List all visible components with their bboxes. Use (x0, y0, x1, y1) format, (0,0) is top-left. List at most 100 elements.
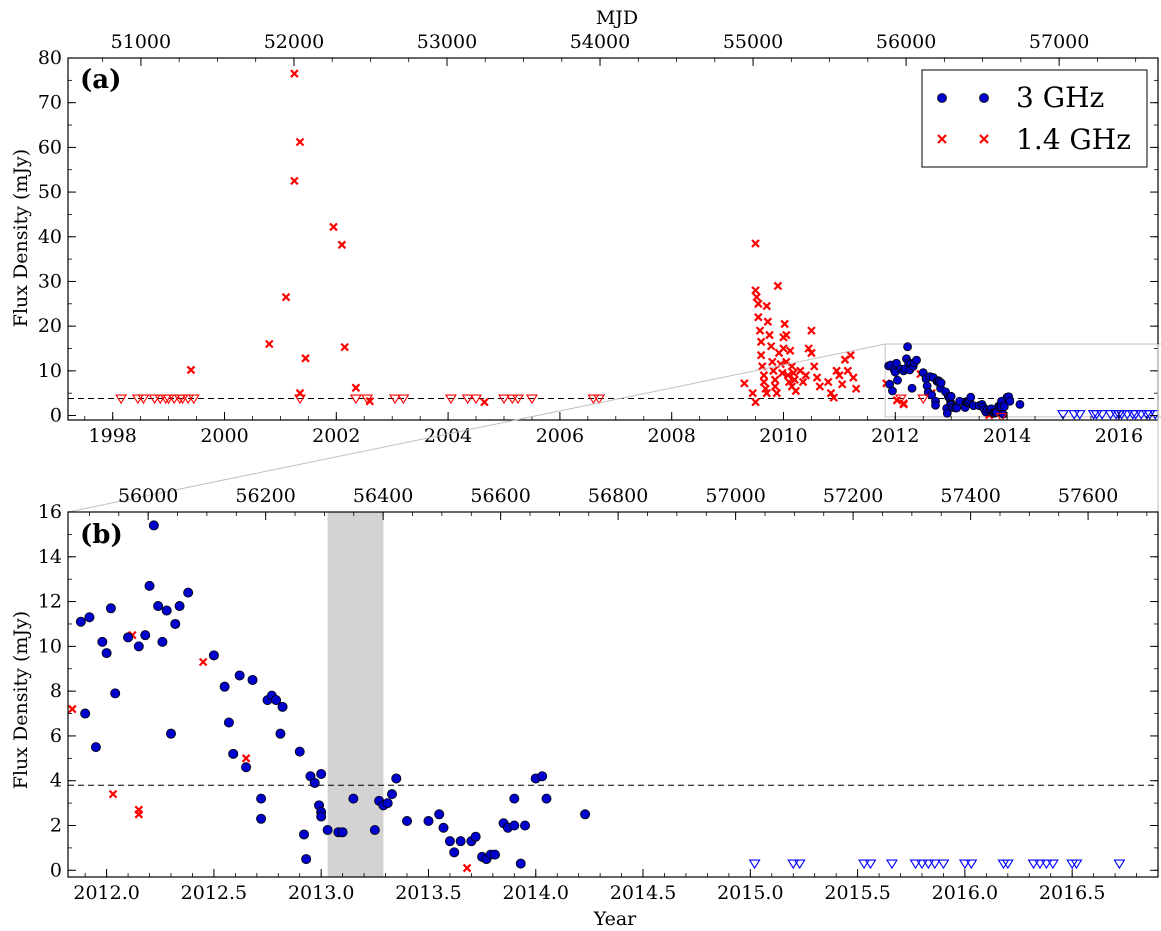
1-4-ghz-point (785, 346, 795, 356)
1-4-ghz-upper-limits-point (461, 394, 474, 405)
x-tick-label: 1998 (89, 425, 137, 447)
y-tick-label: 14 (38, 546, 62, 568)
3-ghz-point (316, 768, 327, 779)
legend-14ghz-label: 1.4 GHz (1016, 123, 1131, 156)
3-ghz-point (322, 824, 333, 835)
y-tick-label: 0 (50, 859, 62, 881)
3-ghz-point (936, 378, 946, 388)
1-4-ghz-upper-limits-point (894, 394, 907, 405)
3-ghz-upper-limits-point (1096, 410, 1109, 420)
upper-limit-3ghz (915, 859, 928, 870)
3-ghz-point (299, 829, 310, 840)
x-tick-label: 2016.5 (1039, 882, 1105, 904)
x-tick-label: 2012.0 (73, 882, 139, 904)
panel-a-ylabel: Flux Density (mJy) (10, 149, 32, 327)
1-4-ghz-point (851, 384, 861, 393)
1-4-ghz-upper-limits-point (397, 394, 410, 405)
x-tick-label: 2012 (871, 425, 919, 447)
1-4-ghz-point (751, 239, 760, 248)
3-ghz-point (101, 648, 112, 659)
legend-3ghz-label: 3 GHz (1016, 81, 1104, 114)
1-4-ghz-point (815, 382, 825, 391)
1-4-ghz-point (763, 317, 773, 326)
3-ghz-point (148, 520, 159, 531)
panel-a-letter: (a) (80, 65, 121, 95)
1-4-ghz-point (295, 388, 305, 398)
top-tick-label: 54000 (570, 31, 630, 53)
3-ghz-point (256, 793, 267, 804)
3-ghz-point (449, 847, 460, 858)
upper-limit-3ghz (793, 859, 806, 870)
3-ghz-point (97, 636, 108, 647)
x-tick-label: 2000 (200, 425, 248, 447)
1-4-ghz-point (759, 371, 769, 380)
1-4-ghz-point (783, 371, 793, 380)
1-4-ghz-point (768, 357, 777, 367)
1-4-ghz-point (826, 388, 836, 398)
x-tick-label: 2014.0 (503, 882, 569, 904)
upper-limit-3ghz (1033, 859, 1046, 870)
upper-limit-3ghz (1113, 859, 1126, 870)
1-4-ghz-point (837, 379, 847, 389)
shaded-region (327, 512, 384, 877)
1-4-ghz-point (770, 375, 780, 385)
3-ghz-point (892, 358, 901, 368)
3-ghz-point (423, 816, 434, 827)
x-tick-label: 2014 (983, 425, 1031, 447)
1-4-ghz-upper-limits-point (995, 412, 1008, 420)
upper-limit-3ghz (909, 859, 922, 870)
3-ghz-point (903, 342, 912, 352)
1-4-ghz-point (770, 382, 780, 391)
y-tick-label: 12 (38, 591, 62, 613)
1-4-ghz-point (790, 375, 799, 385)
3-ghz-point (90, 742, 101, 753)
y-tick-label: 20 (38, 315, 62, 337)
y-tick-label: 4 (50, 770, 62, 792)
1-4-ghz-point (801, 371, 811, 380)
1-4-ghz-point (756, 337, 766, 347)
3-ghz-point (912, 355, 921, 365)
1-4-ghz-point (807, 348, 816, 358)
3-ghz-point (223, 717, 234, 728)
top-tick-label: 56000 (118, 485, 178, 507)
3-ghz-upper-limits-point (1073, 410, 1086, 420)
1-4-ghz-point (766, 341, 776, 351)
3-ghz-point (907, 383, 917, 393)
1-4-ghz-upper-limits-point (444, 394, 457, 405)
3-ghz-point (470, 831, 481, 842)
top-tick-label: 57600 (1058, 485, 1118, 507)
x-tick-label: 2016.0 (932, 882, 998, 904)
1-4-ghz-upper-limits-point (389, 394, 401, 405)
x-tick-label: 2016 (1095, 425, 1143, 447)
3-ghz-point (309, 777, 320, 788)
y-tick-label: 10 (38, 360, 62, 382)
1-4-ghz-point (807, 326, 816, 335)
top-tick-label: 57000 (1029, 31, 1089, 53)
x-tick-label: 2015.5 (824, 882, 890, 904)
panel-b-ylabel: Flux Density (mJy) (10, 611, 32, 789)
top-tick-label: 55000 (723, 31, 783, 53)
3-ghz-point (277, 701, 288, 712)
3-ghz-point (153, 601, 164, 612)
1-4-ghz-upper-limits-point (511, 394, 524, 405)
1-4-ghz-point (773, 281, 783, 291)
connector-line (67, 343, 886, 513)
top-tick-label: 56200 (235, 485, 295, 507)
upper-limit-3ghz (958, 859, 971, 870)
3-ghz-point (140, 630, 151, 641)
3-ghz-point (391, 773, 402, 784)
panel-b: 2012.0 2012.5 2013.0 2013.5 2014.0 2014.5 2015… (10, 485, 1159, 930)
3-ghz-point (369, 824, 380, 835)
3-ghz-point (893, 375, 902, 385)
1-4-ghz-point (264, 339, 274, 349)
3-ghz-point (170, 618, 181, 629)
y-tick-label: 10 (38, 635, 62, 657)
y-tick-label: 0 (50, 405, 62, 427)
3-ghz-point (144, 580, 155, 591)
3-ghz-point (541, 793, 552, 804)
3-ghz-point (402, 816, 413, 827)
1-4-ghz-point (740, 379, 749, 388)
1-4-ghz-upper-limits-point (470, 394, 483, 405)
3-ghz-point (509, 820, 520, 831)
legend-3ghz-marker-1 (937, 93, 947, 103)
